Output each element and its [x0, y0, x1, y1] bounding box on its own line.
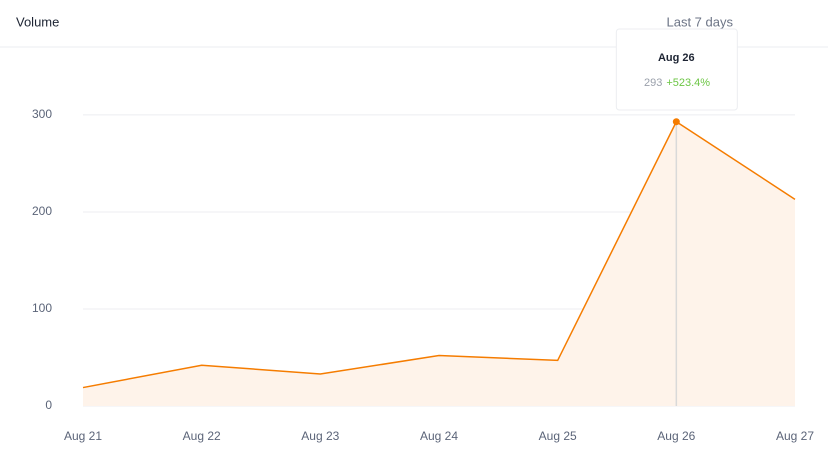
x-tick-label: Aug 23	[301, 429, 339, 443]
x-tick-label: Aug 26	[657, 429, 695, 443]
x-tick-label: Aug 24	[420, 429, 458, 443]
range-selector[interactable]: Last 7 days	[667, 14, 734, 29]
tooltip-date: Aug 26	[658, 52, 695, 64]
tooltip-value: 293	[644, 77, 662, 89]
x-tick-label: Aug 27	[776, 429, 814, 443]
hover-point	[672, 118, 680, 126]
x-tick-label: Aug 25	[539, 429, 577, 443]
x-tick-label: Aug 21	[64, 429, 102, 443]
y-tick-label: 100	[32, 301, 52, 315]
x-tick-label: Aug 22	[183, 429, 221, 443]
chart-title: Volume	[16, 14, 59, 29]
tooltip-change: +523.4%	[666, 77, 710, 89]
y-tick-label: 300	[32, 107, 52, 121]
tooltip-box	[615, 28, 738, 111]
y-tick-label: 0	[45, 398, 52, 412]
area-fill	[83, 121, 795, 406]
y-tick-label: 200	[32, 204, 52, 218]
